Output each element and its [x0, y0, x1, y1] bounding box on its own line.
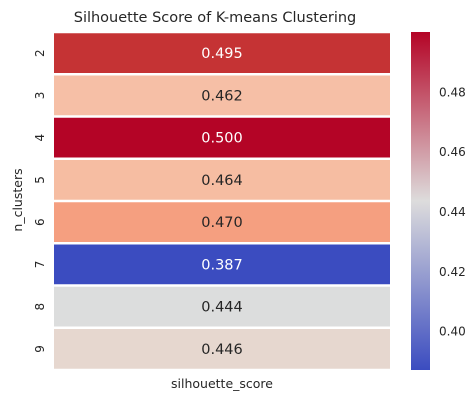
y-tick-label: 3 [33, 92, 47, 100]
x-axis-label: silhouette_score [171, 376, 273, 391]
y-tick-label: 4 [33, 134, 47, 142]
heatmap-cell [54, 160, 390, 200]
cell-value-label: 0.387 [201, 257, 243, 273]
y-axis-label: n_clusters [10, 168, 25, 231]
heatmap-cell [54, 117, 390, 158]
heatmap-cell [54, 33, 390, 73]
chart-title: Silhouette Score of K-means Clustering [74, 10, 357, 26]
heatmap-cell [54, 244, 390, 285]
heatmap-cell [54, 329, 390, 369]
y-tick-label: 5 [33, 176, 47, 184]
y-tick-label: 9 [33, 345, 47, 353]
heatmap-cells: 0.495 0.462 0.500 0.464 0.470 0.387 0.444 0.446 [54, 33, 390, 369]
cell-value-label: 0.470 [201, 215, 243, 231]
colorbar-tick-label: 0.40 [439, 325, 466, 339]
cell-value-label: 0.500 [201, 131, 243, 147]
colorbar-tick-label: 0.46 [439, 145, 466, 159]
colorbar-tick-label: 0.48 [439, 85, 466, 99]
colorbar-body [411, 32, 430, 370]
y-tick-label: 8 [33, 303, 47, 311]
colorbar-tick-label: 0.42 [439, 265, 466, 279]
y-tick-labels: 2 3 4 5 6 7 8 9 [33, 49, 47, 352]
cell-value-label: 0.462 [201, 88, 243, 104]
heatmap-cell [54, 202, 390, 242]
y-tick-label: 6 [33, 218, 47, 226]
heatmap-cell [54, 75, 390, 116]
cell-value-label: 0.446 [201, 342, 243, 358]
heatmap-cell [54, 286, 390, 327]
y-tick-label: 7 [33, 261, 47, 269]
cell-value-label: 0.444 [201, 300, 243, 316]
y-tick-label: 2 [33, 49, 47, 57]
colorbar: 0.40 0.42 0.44 0.46 0.48 [411, 32, 466, 370]
cell-value-label: 0.464 [201, 173, 243, 189]
colorbar-ticks: 0.40 0.42 0.44 0.46 0.48 [439, 85, 466, 338]
colorbar-tick-label: 0.44 [439, 205, 466, 219]
cell-value-label: 0.495 [201, 46, 243, 62]
